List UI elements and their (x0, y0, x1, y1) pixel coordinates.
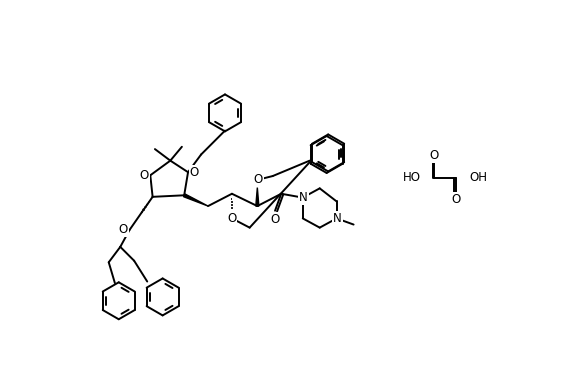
Text: OH: OH (469, 171, 487, 184)
Polygon shape (184, 194, 208, 206)
Text: N: N (333, 212, 342, 225)
Text: O: O (430, 149, 439, 162)
Text: O: O (119, 223, 128, 237)
Text: O: O (253, 173, 263, 186)
Text: O: O (270, 213, 279, 226)
Text: O: O (139, 169, 149, 182)
Polygon shape (256, 187, 259, 206)
Text: O: O (451, 193, 461, 207)
Text: HO: HO (403, 171, 421, 184)
Text: O: O (227, 212, 236, 225)
Text: N: N (299, 191, 308, 204)
Text: O: O (189, 166, 199, 179)
